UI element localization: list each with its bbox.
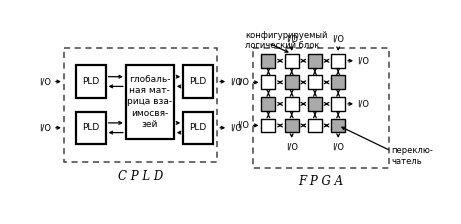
Text: C P L D: C P L D [118, 170, 163, 183]
Bar [331, 54, 345, 68]
Bar [308, 118, 322, 132]
Text: I/O: I/O [230, 123, 242, 132]
Text: I/O: I/O [286, 35, 298, 44]
Bar [64, 48, 217, 162]
Text: I/O: I/O [286, 142, 298, 151]
Bar [261, 54, 275, 68]
Bar [285, 118, 299, 132]
Text: переклю-
чатель: переклю- чатель [391, 146, 433, 166]
Text: PLD: PLD [189, 77, 207, 86]
Text: PLD: PLD [83, 123, 100, 132]
Text: I/O: I/O [332, 35, 344, 44]
Bar [76, 112, 106, 144]
Text: I/O: I/O [358, 99, 370, 108]
Bar [183, 65, 213, 98]
Text: глобаль-
ная мат-
рица вза-
имосвя-
зей: глобаль- ная мат- рица вза- имосвя- зей [127, 75, 172, 129]
Bar [285, 75, 299, 89]
Text: PLD: PLD [189, 123, 207, 132]
Bar [331, 75, 345, 89]
Text: I/O: I/O [332, 142, 344, 151]
Bar [285, 97, 299, 111]
Bar [285, 54, 299, 68]
Bar [126, 65, 174, 138]
Bar [308, 75, 322, 89]
Text: I/O: I/O [40, 77, 52, 86]
Bar [308, 54, 322, 68]
Text: F P G A: F P G A [298, 175, 343, 188]
Bar [183, 112, 213, 144]
Text: I/O: I/O [237, 121, 249, 130]
Bar [261, 118, 275, 132]
Bar [261, 75, 275, 89]
Text: I/O: I/O [358, 56, 370, 65]
Bar [261, 97, 275, 111]
Bar [76, 65, 106, 98]
Bar [253, 48, 389, 168]
Bar [331, 118, 345, 132]
Text: I/O: I/O [237, 78, 249, 87]
Text: I/O: I/O [230, 77, 242, 86]
Text: PLD: PLD [83, 77, 100, 86]
Text: конфигурируемый
логический блок: конфигурируемый логический блок [245, 31, 328, 50]
Bar [308, 97, 322, 111]
Text: I/O: I/O [40, 123, 52, 132]
Bar [331, 97, 345, 111]
